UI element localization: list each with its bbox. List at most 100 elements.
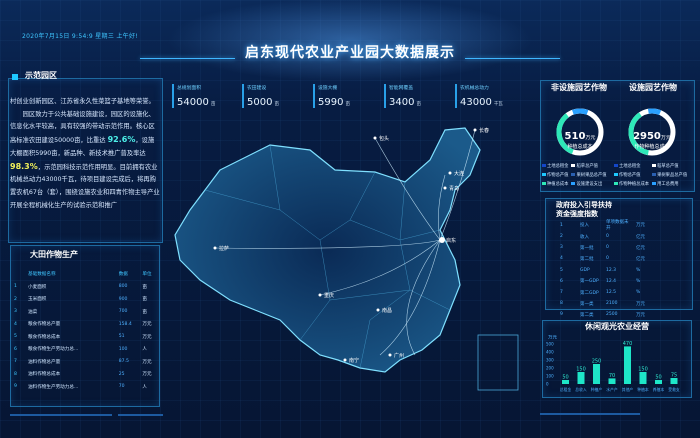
flight-routes [214, 129, 476, 356]
legend-item: 稻草总产值 [571, 163, 606, 169]
row-value: 900 [118, 296, 128, 302]
bar[interactable] [593, 364, 600, 384]
row-unit: 人 [142, 347, 148, 353]
row-unit: 亿元 [636, 234, 645, 240]
y-tick-label: 100 [546, 374, 554, 379]
x-tick-label: 种植产 [591, 387, 603, 392]
divider [540, 413, 640, 415]
stat-machinery: 农机械总动力 43000 千瓦 [455, 84, 517, 108]
row-name: 第一类 [580, 301, 594, 307]
facility-title: 设施园艺作物 [629, 83, 677, 92]
row-name: 收入 [580, 234, 589, 240]
row-name: 粮食作物总成本 [28, 334, 61, 340]
row-name: 第二GDP [580, 290, 599, 296]
x-tick-label: 总租金 [560, 387, 572, 392]
city-label: 拉萨 [219, 245, 229, 252]
row-index: 8 [14, 371, 17, 377]
bar[interactable] [624, 346, 631, 384]
legend-item: 土地总租金 [542, 163, 568, 169]
bar[interactable] [577, 372, 585, 384]
row-unit: 人 [142, 384, 148, 390]
legend-label: 用工总费用 [657, 182, 679, 187]
row-value: 12.5 [606, 290, 617, 296]
legend-swatch-icon [542, 182, 546, 185]
province-borders [204, 144, 451, 369]
x-tick-label: 水产产 [606, 387, 618, 392]
city-marker[interactable] [318, 293, 322, 297]
city-marker[interactable] [343, 358, 347, 362]
table-row: 5 GDP 12.3% [560, 265, 656, 276]
row-name: 油料作物生产劳动力总... [28, 384, 79, 390]
row-value: 158.4 [118, 321, 132, 327]
gov-title: 政府投入引导扶持 资金强度指数 [556, 201, 612, 218]
legend-label: 作物总产值 [619, 173, 641, 178]
row-index: 9 [14, 384, 17, 390]
bar[interactable] [562, 380, 569, 384]
title-line-left [140, 58, 235, 59]
legend-swatch-icon [542, 173, 546, 176]
field-crops-table: 基础数据名称 数据 单位 1 小麦面积 800 亩 2 玉米面积 900 亩 3 油菜 700 亩 4 粮食作… [14, 268, 159, 393]
bar-value-label: 150 [576, 367, 586, 373]
bar[interactable] [608, 378, 616, 384]
table-row: 3 油菜 700 亩 [14, 306, 159, 319]
legend-item: 作物总产值 [614, 172, 649, 178]
row-value: 12.3 [606, 267, 617, 273]
bar[interactable] [670, 378, 678, 384]
row-value: 70 [118, 384, 125, 390]
city-marker[interactable] [376, 308, 380, 312]
row-unit: 亩 [142, 297, 148, 303]
city-marker[interactable] [443, 186, 447, 190]
legend-swatch-icon [571, 182, 576, 185]
row-name: 第二类 [580, 312, 594, 318]
row-name: 油菜 [28, 309, 38, 315]
x-tick-label: 受救支 [668, 387, 680, 392]
demo-park-title: 示范园区 [25, 71, 57, 80]
row-value: 25 [118, 371, 125, 377]
city-marker[interactable] [473, 128, 477, 132]
bar-value-label: 50 [562, 375, 568, 381]
legend-label: 果树果品总产值 [576, 173, 607, 178]
x-tick-label: 种植本 [637, 387, 649, 392]
legend-swatch-icon [614, 164, 618, 167]
south-sea-inset [477, 334, 519, 391]
city-label: 重庆 [324, 292, 334, 299]
legend-item: 果树果品总产值 [571, 172, 607, 178]
row-name: 油料作物总产量 [28, 359, 61, 365]
row-unit: 万元 [142, 359, 152, 365]
row-value: 2100 [606, 301, 618, 307]
legend-label: 果树果品总产值 [657, 173, 688, 178]
legend-label: 稻草总产值 [576, 164, 598, 169]
gov-table: 1 投入 单项数据未开 万元 2 收入 0 亿元 3 第一批 0 亿元 4 第二批 0 亿元 5 GDP 12.3%… [560, 219, 656, 321]
row-index: 5 [14, 334, 17, 340]
legend-label: 土地总租金 [547, 164, 569, 169]
stat-farmland: 农田建设 5000 亩 [242, 84, 304, 108]
row-unit: % [636, 278, 641, 284]
legend-item: 设施建设支出 [571, 181, 606, 187]
legend-item: 作物总产值 [542, 172, 568, 178]
city-marker[interactable] [448, 171, 452, 175]
row-unit: 万元 [142, 334, 152, 340]
city-marker[interactable] [439, 237, 445, 243]
row-unit: 万元 [636, 223, 645, 228]
page-title: 启东现代农业产业园大数据展示 [245, 45, 455, 61]
city-label: 启东 [446, 237, 456, 244]
legend-item: 种植总成本 [542, 181, 568, 187]
row-unit: 万元 [636, 301, 645, 307]
legend-swatch-icon [652, 164, 657, 167]
y-axis-label: 万元 [548, 335, 557, 341]
bar[interactable] [639, 372, 647, 384]
row-value: 51 [118, 334, 125, 340]
city-marker[interactable] [213, 246, 217, 250]
city-label: 大连 [454, 170, 464, 177]
city-marker[interactable] [388, 353, 392, 357]
city-marker[interactable] [373, 136, 377, 140]
demo-park-intro[interactable]: 村创业创新园区、江苏省永久性菜篮子基地等荣誉。 园区致力于公共基础设施建设，园区… [10, 98, 160, 209]
city-label: 广州 [394, 352, 404, 359]
x-tick-label: 养殖本 [653, 387, 665, 392]
table-row: 9 油料作物生产劳动力总... 70 人 [14, 381, 159, 394]
row-unit: 万元 [142, 372, 152, 378]
city-label: 青岛 [449, 185, 459, 192]
datetime: 2020年7月15日 9:54:9 星期三 上午好! [22, 33, 138, 40]
bar[interactable] [655, 380, 662, 384]
field-crops-panel [10, 245, 160, 407]
